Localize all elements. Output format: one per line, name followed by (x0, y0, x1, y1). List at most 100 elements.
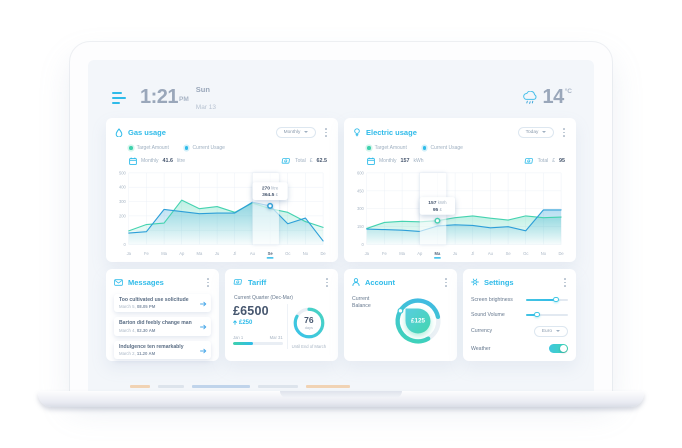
message-time: 08.05 PM (136, 304, 156, 310)
gas-usage-panel: Gas usage Monthly Target Amount Current … (106, 118, 338, 262)
svg-text:450: 450 (357, 188, 365, 193)
tariff-delta-value: £250 (239, 319, 253, 326)
quarter-progress-bar (233, 342, 283, 345)
kebab-menu-icon[interactable] (443, 276, 449, 289)
kebab-menu-icon[interactable] (561, 126, 567, 139)
gear-icon (471, 279, 479, 286)
calendar-icon (129, 157, 137, 165)
svg-text:150: 150 (357, 224, 365, 229)
month-label: Fe (144, 251, 150, 256)
summary-period: Monthly (379, 157, 397, 164)
chevron-down-icon (556, 330, 560, 333)
setting-slider[interactable] (526, 311, 568, 319)
kebab-menu-icon[interactable] (323, 126, 329, 139)
message-text: Indulgence ten remarkably (119, 343, 184, 350)
tariff-amount: £6500 (233, 303, 269, 318)
total-value: 95 (559, 157, 565, 164)
electric-period-dropdown[interactable]: Today (517, 126, 555, 138)
month-label: Ma (197, 251, 203, 256)
account-panel: Account Current Balance (344, 269, 457, 361)
total-currency: £ (552, 157, 555, 164)
settings-panel: Settings Screen brightness Sound Volume Cu… (463, 269, 576, 361)
panel-title: Electric usage (366, 127, 417, 137)
month-label: De (558, 251, 564, 256)
message-item[interactable]: Indulgence ten remarkably March 2, 11.20… (114, 340, 211, 360)
month-label: Ma (161, 251, 167, 256)
gas-summary: Monthly 41.6 litre Total £ 62.5 (129, 157, 327, 165)
clock-time: 1:21 (140, 85, 179, 108)
month-label: Ap (179, 251, 185, 256)
tariff-panel: Tariff Current Quarter (Dec-Mar) £6500 (225, 269, 338, 361)
svg-text:157 kWh: 157 kWh (428, 200, 447, 206)
message-text: Barton did feebly change man (119, 320, 192, 327)
tariff-caption: Until End of March (291, 343, 327, 349)
legend-label: Current Usage (430, 144, 463, 151)
message-item[interactable]: Barton did feebly change man March 4, 02… (114, 317, 211, 336)
legend-label: Target Amount (374, 144, 407, 151)
month-label: Ma (435, 251, 441, 256)
arrow-right-icon[interactable] (200, 301, 207, 307)
gas-legend: Target Amount Current Usage (129, 145, 329, 151)
balance-gauge: £125 (390, 293, 446, 349)
month-label: Ju (215, 251, 220, 256)
month-label: Se (506, 251, 512, 256)
currency-dropdown[interactable]: Euro (533, 325, 568, 337)
dropdown-value: Monthly (283, 129, 301, 135)
banknote-icon (233, 279, 242, 285)
panel-title: Gas usage (128, 127, 166, 137)
water-drop-icon (115, 128, 123, 137)
setting-label: Sound Volume (471, 311, 505, 318)
laptop-lid: 1:21 PM Sun Mar 13 14 °C (70, 42, 612, 394)
setting-slider[interactable] (526, 296, 568, 304)
month-label: Jl (233, 251, 236, 256)
cutoff-content (130, 384, 552, 389)
tariff-subtitle: Current Quarter (Dec-Mar) (234, 294, 293, 301)
message-time: 11.20 AM (136, 351, 156, 357)
month-label: Au (488, 251, 494, 256)
calendar-icon (367, 157, 375, 165)
clock-date: Sun Mar 13 (196, 80, 216, 114)
menu-icon[interactable] (112, 92, 126, 104)
arrow-right-icon[interactable] (200, 324, 207, 330)
light-bulb-icon (354, 128, 360, 137)
message-item[interactable]: Too cultivated use solicitude March 5, 0… (114, 293, 211, 313)
target-amount-dot (367, 145, 371, 150)
electric-summary: Monthly 157 kWh Total £ 95 (367, 157, 565, 165)
message-date: March 4, (119, 327, 136, 333)
total-label: Total (295, 157, 306, 164)
tariff-delta: £250 (233, 320, 283, 326)
weather-toggle[interactable] (549, 343, 568, 354)
days-value: 76 (304, 315, 314, 326)
svg-text:200: 200 (119, 213, 127, 218)
balance-value: £125 (410, 317, 425, 325)
summary-unit: litre (177, 157, 186, 164)
month-label: Ap (417, 251, 423, 256)
month-label: Jl (471, 251, 474, 256)
message-time: 02.30 AM (136, 327, 156, 333)
setting-label: Screen brightness (471, 296, 513, 303)
message-date: March 5, (119, 304, 136, 310)
month-label: Fe (382, 251, 388, 256)
kebab-menu-icon[interactable] (205, 276, 211, 289)
dropdown-value: Today (525, 129, 539, 135)
setting-label: Currency (471, 328, 493, 335)
total-value: 62.5 (316, 157, 328, 164)
svg-text:300: 300 (357, 206, 365, 211)
setting-row: Weather (471, 343, 568, 354)
gas-period-dropdown[interactable]: Monthly (275, 126, 317, 138)
days-remaining-ring: 76 days (291, 305, 327, 341)
chevron-down-icon (542, 131, 547, 134)
month-label: Au (250, 251, 256, 256)
widgets-row: Messages Too cultivated use solicitude M… (106, 269, 576, 361)
kebab-menu-icon[interactable] (562, 276, 568, 289)
panel-title: Account (365, 277, 395, 287)
month-label: Ja (365, 251, 370, 256)
date-label: Mar 13 (195, 104, 217, 111)
balance-badge: £125 (405, 308, 431, 334)
arrow-right-icon[interactable] (200, 348, 207, 354)
kebab-menu-icon[interactable] (324, 276, 330, 289)
chevron-down-icon (304, 131, 309, 134)
svg-text:95 £: 95 £ (433, 207, 443, 213)
